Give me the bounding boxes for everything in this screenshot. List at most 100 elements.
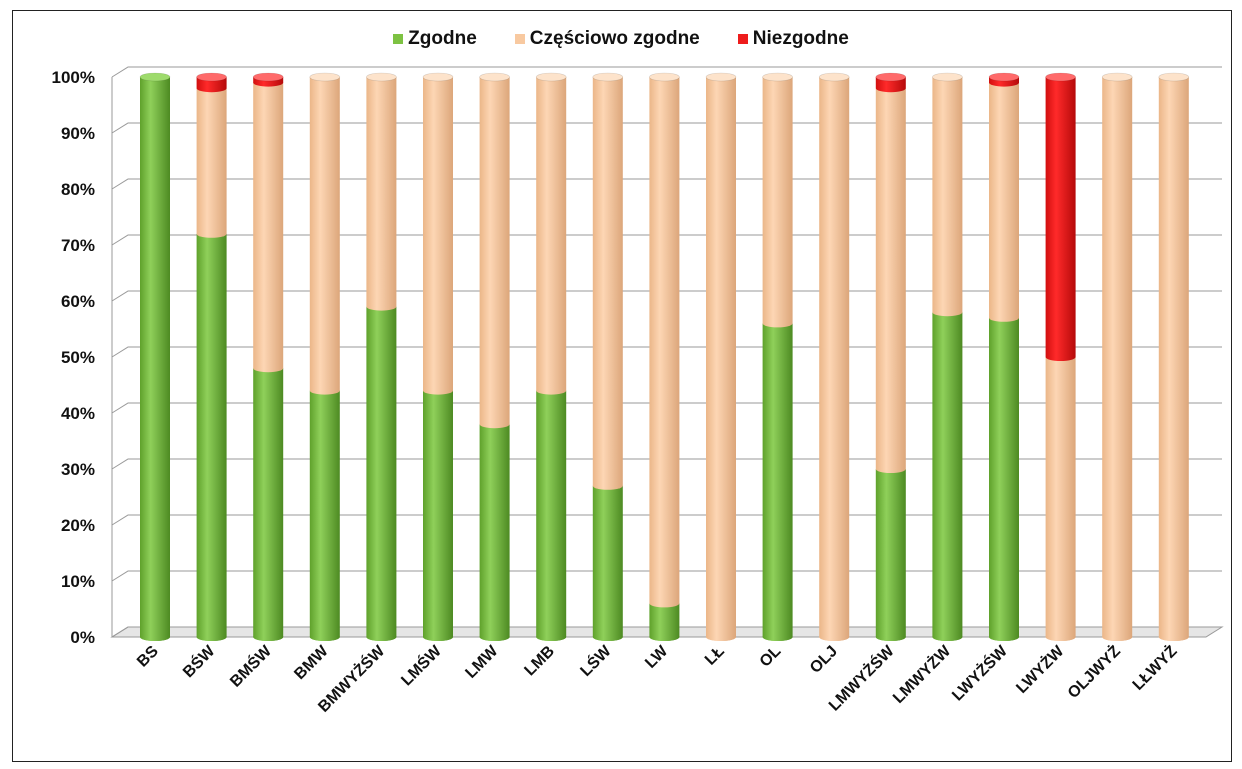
y-tick-label: 0% xyxy=(70,628,95,647)
legend-swatch-niezgodne xyxy=(737,34,748,44)
bar-top xyxy=(535,72,567,82)
bar-segment xyxy=(196,72,227,93)
bar-segment xyxy=(1045,72,1076,361)
bar-top xyxy=(139,72,171,82)
x-tick-label: LŁ xyxy=(702,643,728,669)
bar-segment xyxy=(423,390,453,641)
y-tick-label: 60% xyxy=(61,292,95,311)
legend-label-czesciowo-zgodne: Częściowo zgodne xyxy=(529,28,700,49)
bar-top xyxy=(818,72,850,82)
bar-top xyxy=(1158,72,1190,82)
bar-body xyxy=(536,77,567,395)
bar-body xyxy=(649,603,680,641)
bar-top xyxy=(252,72,284,82)
gridline xyxy=(111,234,1222,246)
bar-top xyxy=(1101,72,1133,82)
bar-segment xyxy=(989,317,1019,641)
gridline xyxy=(111,122,1222,134)
gridline xyxy=(111,290,1222,302)
x-tick-label: LŚW xyxy=(576,641,615,680)
y-tick-label: 90% xyxy=(61,124,95,143)
y-tick-label: 80% xyxy=(61,180,95,199)
bar-top xyxy=(649,72,680,82)
bar-segment xyxy=(649,72,680,608)
bar-segment xyxy=(762,323,793,641)
bar-segment xyxy=(989,82,1019,322)
bar-segment xyxy=(366,72,397,311)
bar-top xyxy=(592,72,624,82)
x-tick-label: LŁWYŻ xyxy=(1129,642,1181,694)
bar-segment xyxy=(535,72,567,395)
x-tick-label: LMWYŻW xyxy=(889,641,955,707)
bar-body xyxy=(253,82,284,373)
x-tick-label: OL xyxy=(757,643,785,671)
bar-body xyxy=(706,77,736,641)
legend-item-niezgodne: Niezgodne xyxy=(737,28,849,50)
bar-body xyxy=(1045,77,1076,361)
x-tick-label: LWYŻW xyxy=(1013,641,1068,696)
bar-body xyxy=(309,77,340,395)
bar-segment xyxy=(139,72,171,641)
bar-body xyxy=(762,77,793,328)
legend-label-zgodne: Zgodne xyxy=(408,28,477,49)
bar-segment xyxy=(479,72,510,429)
bar-body xyxy=(196,233,227,642)
bar-body xyxy=(196,77,227,93)
bar-body xyxy=(819,77,850,641)
bar-top xyxy=(988,72,1020,82)
bar-body xyxy=(932,312,963,641)
bar-body xyxy=(309,390,340,641)
bar-top xyxy=(875,72,907,82)
y-tick-label: 70% xyxy=(61,236,95,255)
bar-segment xyxy=(932,312,963,641)
x-tick-label: LW xyxy=(642,642,672,672)
bar-segment xyxy=(592,72,624,490)
bar-segment xyxy=(253,368,284,641)
bar-segment xyxy=(875,469,906,641)
bar-top xyxy=(366,72,397,82)
gridline xyxy=(111,402,1222,414)
bar-body xyxy=(875,469,906,641)
bar-segment xyxy=(875,72,907,93)
bar-body xyxy=(423,77,453,395)
bar-body xyxy=(1102,77,1133,641)
y-tick-label: 50% xyxy=(61,348,95,367)
bar-body xyxy=(1045,357,1076,641)
bar-body xyxy=(649,77,680,608)
bar-segment xyxy=(932,72,963,317)
legend-label-niezgodne: Niezgodne xyxy=(752,28,849,49)
bar-body xyxy=(140,77,170,641)
gridline xyxy=(111,346,1222,358)
x-tick-label: LMŚW xyxy=(397,641,446,690)
bar-top xyxy=(932,72,963,82)
bar-segment xyxy=(762,72,793,328)
legend-swatch-czesciowo-zgodne xyxy=(514,34,525,44)
bar-top xyxy=(479,72,510,82)
bar-segment xyxy=(196,233,227,642)
y-tick-label: 10% xyxy=(61,572,95,591)
x-tick-label: LMW xyxy=(462,642,502,682)
bar-body xyxy=(196,88,227,238)
bar-body xyxy=(479,77,510,429)
x-tick-label: BMŚW xyxy=(226,641,276,691)
x-tick-label: OLJ xyxy=(807,643,841,677)
bar-top xyxy=(422,72,454,82)
y-axis: 0% 10% 20% 30% 40% 50% 60% 70% 80% 90% 100% xyxy=(52,68,113,647)
legend-item-czesciowo-zgodne: Częściowo zgodne xyxy=(514,28,700,50)
bar-segment xyxy=(988,72,1020,87)
bar-body xyxy=(479,424,510,641)
bar-segment xyxy=(422,72,454,395)
gridline xyxy=(111,458,1222,470)
legend-swatch-zgodne xyxy=(393,34,404,44)
bar-segment xyxy=(1101,72,1133,641)
x-tick-label: BS xyxy=(134,643,162,671)
bar-segment xyxy=(649,603,680,641)
bar-body xyxy=(592,77,623,490)
bar-body xyxy=(423,390,453,641)
bar-top xyxy=(762,72,793,82)
gridline xyxy=(111,570,1222,582)
bar-body xyxy=(989,317,1019,641)
bar-top xyxy=(1045,72,1076,82)
